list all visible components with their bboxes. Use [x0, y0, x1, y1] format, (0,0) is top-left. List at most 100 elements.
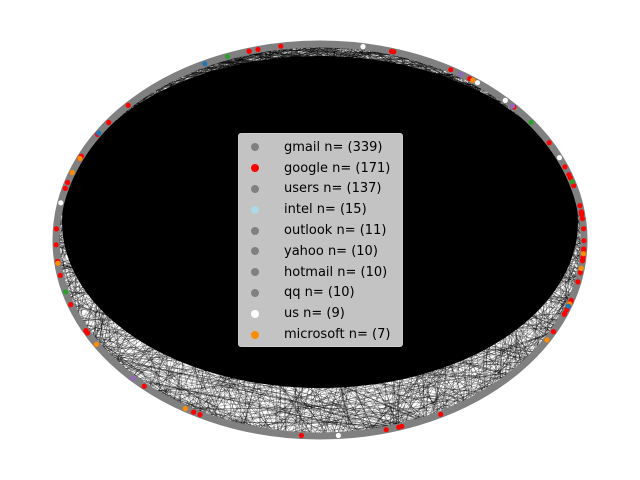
edge — [78, 81, 164, 320]
edge — [109, 357, 417, 423]
graph-node — [577, 270, 583, 276]
edge — [56, 48, 376, 228]
edge — [85, 149, 208, 418]
legend-item: microsoft n= (7) — [251, 324, 402, 345]
edge — [59, 207, 340, 436]
edge — [181, 317, 563, 408]
graph-node — [391, 49, 397, 55]
graph-node — [575, 279, 581, 285]
graph-node — [83, 328, 89, 334]
legend: gmail n= (339) google n= (171) users n= (1… — [238, 133, 403, 347]
graph-node — [438, 411, 444, 417]
edge — [82, 45, 283, 326]
legend-item: outlook n= (11) — [251, 220, 402, 241]
edge — [478, 83, 492, 390]
edge — [262, 48, 403, 55]
edge — [276, 46, 579, 202]
graph-node — [509, 103, 516, 109]
edge — [99, 108, 125, 348]
graph-node — [125, 102, 131, 108]
edge — [185, 46, 276, 409]
edge — [172, 48, 264, 403]
edge — [59, 50, 388, 272]
graph-node — [577, 203, 583, 209]
edge — [59, 54, 407, 271]
edge — [60, 202, 200, 415]
edge — [93, 52, 243, 341]
edge — [471, 81, 477, 401]
edge — [180, 354, 534, 407]
edge — [426, 287, 577, 420]
edge — [75, 164, 126, 373]
edge — [387, 84, 482, 430]
edge — [262, 142, 550, 432]
edge — [111, 50, 392, 120]
graph-node — [550, 329, 557, 335]
edge — [99, 131, 260, 431]
edge — [117, 94, 498, 115]
edge — [104, 352, 524, 366]
edge — [118, 44, 344, 114]
edge — [257, 272, 581, 431]
graph-node — [562, 164, 568, 170]
edge — [60, 44, 346, 204]
graph-node — [246, 48, 252, 54]
edge — [152, 361, 528, 392]
edge — [57, 217, 315, 437]
edge — [69, 302, 416, 424]
legend-marker-icon — [251, 143, 259, 152]
edge — [65, 292, 241, 428]
edge — [94, 43, 323, 139]
graph-node — [335, 432, 341, 439]
edge — [411, 56, 522, 114]
edge — [446, 68, 525, 365]
edge — [491, 209, 582, 390]
edge — [264, 48, 514, 108]
graph-node — [77, 155, 83, 162]
legend-marker-icon — [251, 184, 259, 193]
edge — [523, 280, 579, 365]
edge — [113, 117, 328, 437]
graph-node — [581, 246, 587, 252]
edge — [57, 67, 196, 217]
edge — [520, 112, 581, 209]
edge — [65, 293, 231, 425]
edge — [147, 388, 383, 431]
legend-item: google n= (171) — [251, 158, 402, 179]
edge — [107, 44, 340, 125]
edge — [255, 49, 563, 318]
edge — [483, 100, 506, 394]
edge — [57, 218, 253, 430]
edge — [266, 208, 581, 433]
edge — [88, 334, 405, 427]
edge — [324, 43, 581, 273]
edge — [418, 58, 425, 421]
edge — [65, 44, 305, 188]
legend-marker-icon — [251, 226, 259, 235]
edge — [118, 366, 397, 428]
legend-marker-icon — [251, 268, 259, 277]
edge — [90, 143, 307, 436]
edge — [183, 72, 464, 76]
edge — [150, 390, 276, 434]
edge — [364, 90, 492, 434]
edge — [92, 339, 195, 413]
edge — [117, 45, 355, 115]
graph-node — [383, 427, 389, 433]
graph-node — [182, 406, 188, 412]
graph-node — [470, 77, 476, 83]
edge — [151, 373, 514, 392]
graph-node — [578, 209, 585, 215]
edge — [358, 46, 525, 365]
graph-node — [62, 185, 68, 191]
graph-node — [225, 53, 231, 60]
legend-label: intel n= (15) — [284, 202, 367, 218]
edge — [98, 100, 136, 347]
edge — [55, 236, 116, 364]
graph-node — [579, 216, 586, 222]
edge — [187, 50, 390, 71]
edge — [193, 57, 416, 69]
graph-node — [581, 226, 587, 232]
edge — [504, 125, 535, 381]
edge — [57, 47, 371, 217]
